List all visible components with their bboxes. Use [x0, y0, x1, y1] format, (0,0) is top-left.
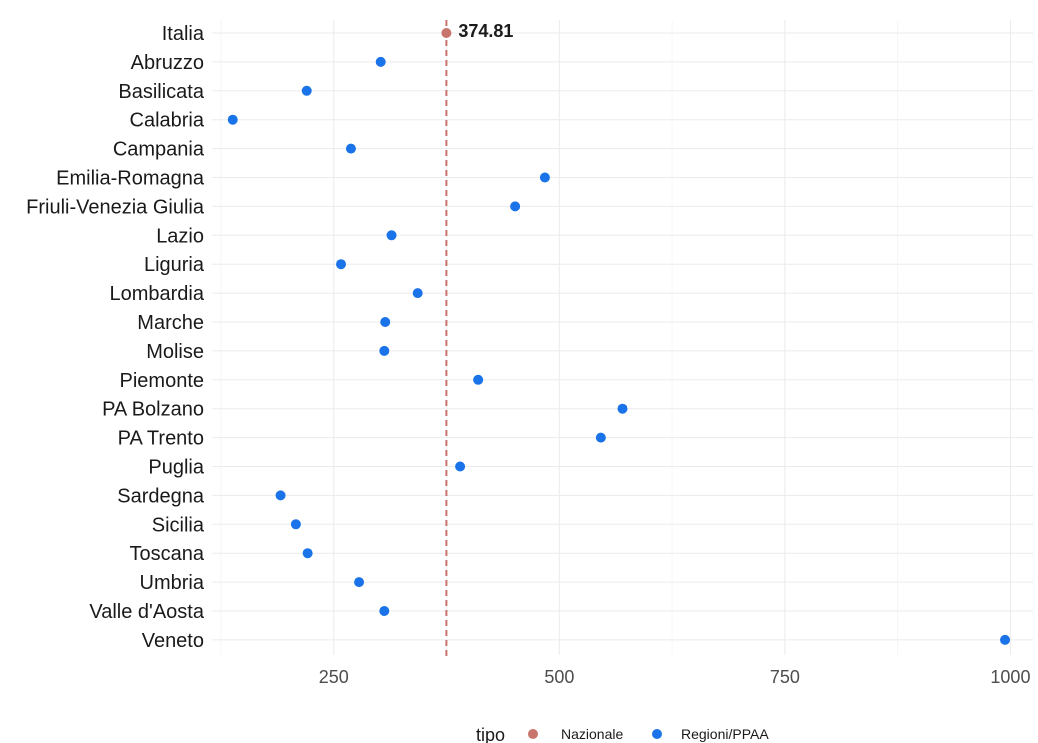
legend-key-regioni — [652, 729, 662, 739]
grid-lines — [212, 20, 1033, 655]
point-toscana — [302, 548, 313, 559]
point-emilia-romagna — [539, 172, 550, 183]
point-molise — [379, 345, 390, 356]
point-abruzzo — [375, 56, 386, 67]
point-pa-trento — [595, 432, 606, 443]
y-tick-label-lazio: Lazio — [156, 225, 204, 247]
y-tick-label-veneto: Veneto — [142, 630, 204, 652]
y-tick-label-basilicata: Basilicata — [118, 81, 204, 103]
x-tick-label-750: 750 — [770, 667, 800, 687]
point-sicilia — [290, 519, 301, 530]
x-tick-label-500: 500 — [544, 667, 574, 687]
point-calabria — [227, 114, 238, 125]
y-tick-label-pa-trento: PA Trento — [118, 428, 204, 450]
y-axis-labels: Italia Abruzzo Basilicata Calabria Campania E… — [26, 23, 205, 652]
y-tick-label-molise: Molise — [146, 341, 204, 363]
y-tick-label-sardegna: Sardegna — [117, 485, 205, 507]
point-puglia — [455, 461, 466, 472]
y-tick-label-lombardia: Lombardia — [109, 283, 204, 305]
point-pa-bolzano — [617, 403, 628, 414]
data-points — [227, 28, 1011, 645]
legend-label-regioni: Regioni/PPAA — [681, 726, 769, 742]
y-tick-label-campania: Campania — [113, 139, 205, 161]
legend-title: tipo — [476, 725, 505, 743]
point-liguria — [336, 259, 347, 270]
point-sardegna — [275, 490, 286, 501]
x-tick-label-1000: 1000 — [990, 667, 1030, 687]
point-umbria — [354, 577, 365, 588]
y-tick-label-pa-bolzano: PA Bolzano — [102, 399, 204, 421]
point-piemonte — [473, 374, 484, 385]
point-campania — [345, 143, 356, 154]
point-lazio — [386, 230, 397, 241]
point-italia — [441, 28, 452, 38]
y-tick-label-valle-d-aosta: Valle d'Aosta — [89, 601, 205, 623]
y-tick-label-puglia: Puglia — [148, 457, 204, 479]
point-basilicata — [301, 85, 312, 96]
point-veneto — [1000, 634, 1011, 645]
y-tick-label-italia: Italia — [162, 23, 205, 45]
y-tick-label-liguria: Liguria — [144, 254, 205, 276]
y-tick-label-calabria: Calabria — [130, 110, 205, 132]
y-tick-label-piemonte: Piemonte — [120, 370, 205, 392]
reference-value-label: 374.81 — [458, 21, 513, 41]
x-axis-labels: 250 500 750 1000 — [319, 667, 1031, 687]
y-tick-label-toscana: Toscana — [130, 543, 205, 565]
y-tick-label-umbria: Umbria — [140, 572, 205, 594]
y-tick-label-emilia-romagna: Emilia-Romagna — [56, 168, 205, 190]
point-valle-d-aosta — [379, 606, 390, 616]
y-tick-label-friuli-venezia-giulia: Friuli-Venezia Giulia — [26, 196, 205, 218]
x-tick-label-250: 250 — [319, 667, 349, 687]
legend-label-nazionale: Nazionale — [561, 726, 623, 742]
y-tick-label-marche: Marche — [137, 312, 204, 334]
y-tick-label-abruzzo: Abruzzo — [131, 52, 204, 74]
legend: tipo Nazionale Regioni/PPAA — [476, 725, 769, 743]
point-lombardia — [412, 288, 423, 299]
y-tick-label-sicilia: Sicilia — [152, 514, 205, 536]
point-friuli-venezia-giulia — [510, 201, 521, 212]
point-marche — [380, 317, 391, 327]
legend-key-nazionale — [528, 729, 538, 739]
